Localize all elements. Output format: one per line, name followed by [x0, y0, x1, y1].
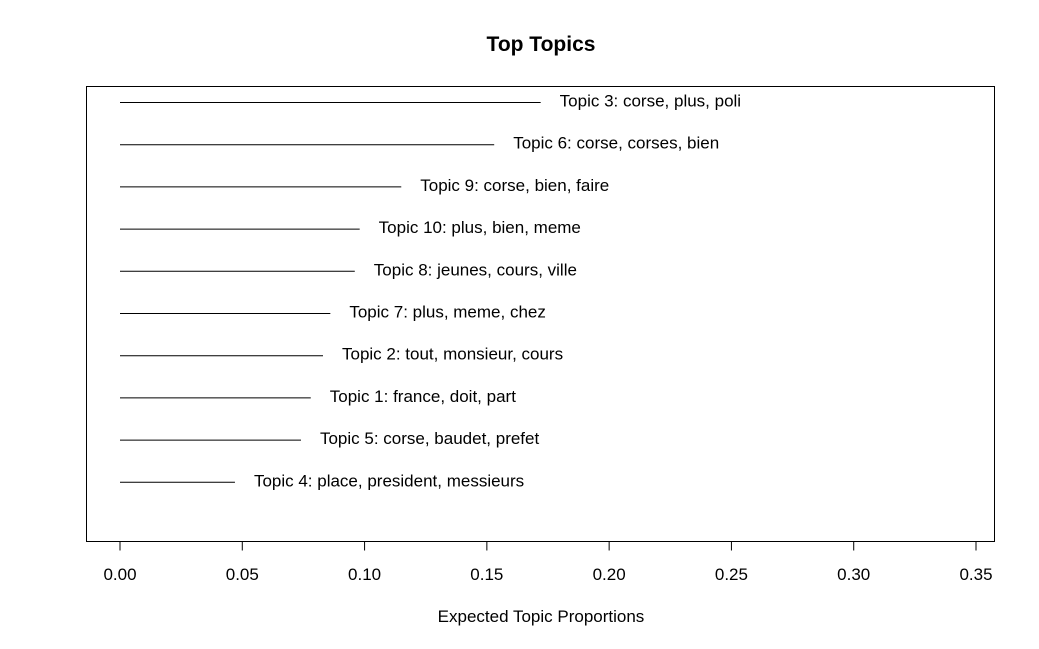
- x-tick-label: 0.10: [348, 565, 381, 584]
- bar-label: Topic 3: corse, plus, poli: [560, 92, 741, 111]
- x-axis: 0.00 0.05 0.10 0.15 0.20 0.25 0.30 0.35: [103, 541, 993, 584]
- x-tick-label: 0.15: [470, 565, 503, 584]
- x-axis-label: Expected Topic Proportions: [438, 607, 645, 626]
- x-tick-label: 0.25: [715, 565, 748, 584]
- bar-label: Topic 7: plus, meme, chez: [349, 303, 546, 322]
- x-tick-label: 0.00: [103, 565, 136, 584]
- bars-group: Topic 3: corse, plus, poli Topic 6: corse…: [120, 92, 741, 490]
- bar-label: Topic 10: plus, bien, meme: [379, 218, 581, 237]
- bar-label: Topic 6: corse, corses, bien: [513, 134, 719, 153]
- chart-title: Top Topics: [487, 33, 596, 56]
- bar-label: Topic 2: tout, monsieur, cours: [342, 345, 563, 364]
- bar-label: Topic 4: place, president, messieurs: [254, 471, 524, 490]
- x-tick-label: 0.35: [959, 565, 992, 584]
- bar-label: Topic 5: corse, baudet, prefet: [320, 429, 540, 448]
- bar-label: Topic 8: jeunes, cours, ville: [374, 260, 577, 279]
- x-tick-label: 0.30: [837, 565, 870, 584]
- bar-label: Topic 1: france, doit, part: [330, 387, 516, 406]
- x-tick-label: 0.20: [593, 565, 626, 584]
- x-tick-label: 0.05: [226, 565, 259, 584]
- bar-label: Topic 9: corse, bien, faire: [420, 176, 609, 195]
